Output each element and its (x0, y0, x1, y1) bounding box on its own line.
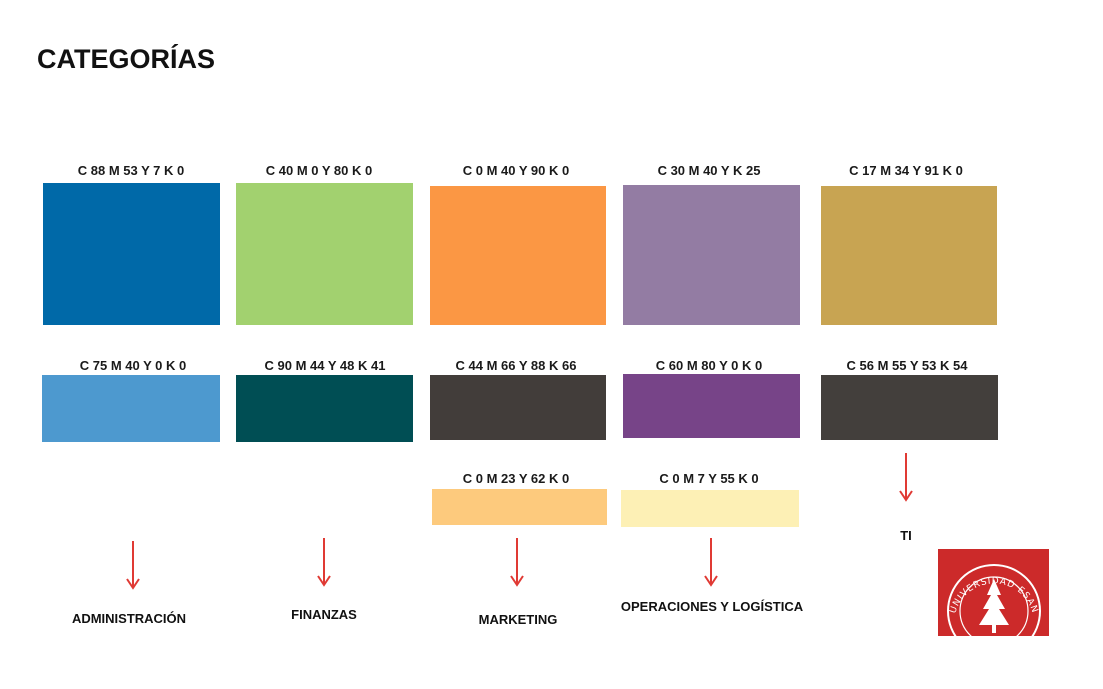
cmyk-label-4: C 30 M 40 Y K 25 (657, 163, 761, 178)
cmyk-label-7: C 90 M 44 Y 48 K 41 (264, 358, 386, 373)
category-label-operaciones: OPERACIONES Y LOGÍSTICA (620, 599, 804, 614)
cmyk-label-8: C 44 M 66 Y 88 K 66 (455, 358, 577, 373)
arrow-down-icon (704, 538, 718, 587)
cmyk-label-1: C 88 M 53 Y 7 K 0 (77, 163, 185, 178)
cmyk-label-11: C 0 M 23 Y 62 K 0 (462, 471, 570, 486)
color-swatch-11 (432, 489, 607, 525)
category-label-marketing: MARKETING (478, 612, 558, 627)
category-label-finanzas: FINANZAS (291, 607, 357, 622)
color-swatch-10 (821, 375, 998, 440)
university-logo: UNIVERSIDAD ESAN (938, 549, 1049, 636)
arrow-down-icon (126, 541, 140, 590)
cmyk-label-6: C 75 M 40 Y 0 K 0 (79, 358, 187, 373)
category-label-ti: TI (900, 528, 912, 543)
color-swatch-9 (623, 374, 800, 438)
color-swatch-2 (236, 183, 413, 325)
page-title: CATEGORÍAS (37, 44, 216, 74)
color-swatch-12 (621, 490, 799, 527)
arrow-down-icon (510, 538, 524, 587)
color-swatch-7 (236, 375, 413, 442)
cmyk-label-12: C 0 M 7 Y 55 K 0 (659, 471, 759, 486)
color-swatch-3 (430, 186, 606, 325)
cmyk-label-5: C 17 M 34 Y 91 K 0 (849, 163, 963, 178)
arrow-down-icon (317, 538, 331, 587)
color-swatch-8 (430, 375, 606, 440)
color-swatch-6 (42, 375, 220, 442)
category-label-administracion: ADMINISTRACIÓN (71, 611, 187, 626)
cmyk-label-2: C 40 M 0 Y 80 K 0 (265, 163, 373, 178)
arrow-down-icon (899, 453, 913, 502)
tree-seal-icon: UNIVERSIDAD ESAN (947, 564, 1041, 636)
cmyk-label-9: C 60 M 80 Y 0 K 0 (655, 358, 763, 373)
color-swatch-1 (43, 183, 220, 325)
cmyk-label-3: C 0 M 40 Y 90 K 0 (462, 163, 570, 178)
cmyk-label-10: C 56 M 55 Y 53 K 54 (846, 358, 968, 373)
color-swatch-5 (821, 186, 997, 325)
color-swatch-4 (623, 185, 800, 325)
